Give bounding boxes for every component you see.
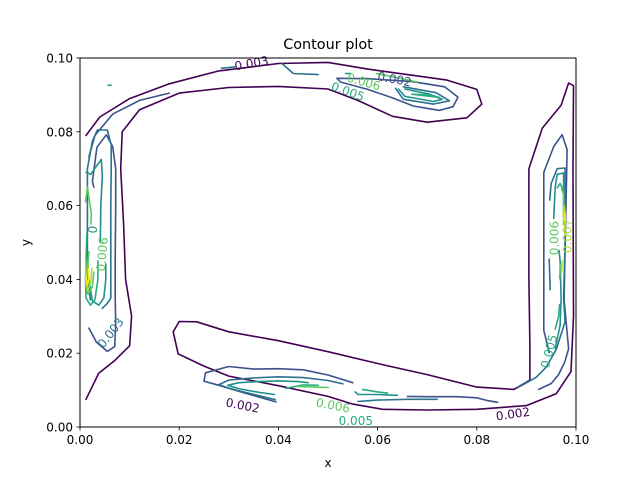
contour-line-level-4-path-6 xyxy=(285,384,319,390)
contour-line-level-1-path-6 xyxy=(543,134,563,354)
contour-line-level-1-path-2 xyxy=(336,77,459,112)
contour-line-level-1-path-4 xyxy=(406,395,499,404)
contour-line-level-5-path-5 xyxy=(297,385,330,389)
contour-line-level-5-path-0 xyxy=(84,186,93,225)
contour-line-level-4-path-2 xyxy=(411,93,441,99)
contour-line-level-3-path-6 xyxy=(354,391,399,397)
contour-line-level-2-path-6 xyxy=(548,258,551,291)
contour-label-4: 0 xyxy=(86,225,101,234)
contour-line-level-0-path-1 xyxy=(172,82,575,411)
contour-line-level-3-path-5 xyxy=(552,172,565,220)
plot-frame xyxy=(79,57,577,428)
chart-title: Contour plot xyxy=(283,37,373,53)
x-axis-label: x xyxy=(324,456,331,470)
x-tick-label: 0.04 xyxy=(265,433,292,447)
contour-label-7: 0.006 xyxy=(548,221,562,255)
contour-line-level-3-path-3 xyxy=(397,88,443,103)
contour-line-level-2-path-7 xyxy=(357,398,438,403)
contour-label-10: 0.002 xyxy=(225,395,261,415)
contour-label-13: 0.002 xyxy=(495,405,531,424)
contour-line-level-2-path-4 xyxy=(394,86,451,105)
contour-line-level-7-path-1 xyxy=(562,212,566,223)
contour-line-level-5-path-2 xyxy=(375,72,419,83)
contour-line-level-1-path-1 xyxy=(88,134,117,353)
x-axis: 0.00 0.02 0.04 0.06 0.08 0.10 xyxy=(67,427,590,447)
y-tick-label: 0.04 xyxy=(46,273,73,287)
contour-line-level-1-path-3 xyxy=(538,134,570,391)
y-axis: 0.00 0.02 0.04 0.06 0.08 0.10 xyxy=(46,52,80,435)
contour-line-level-6-path-1 xyxy=(562,204,566,236)
y-tick-label: 0.06 xyxy=(46,199,73,213)
contour-label-5: 0.006 xyxy=(94,237,111,272)
contour-label-12: 0.005 xyxy=(339,414,373,428)
x-tick-label: 0.08 xyxy=(463,433,490,447)
contour-line-level-4-path-4 xyxy=(554,303,561,330)
contour-line-level-3-path-7 xyxy=(227,380,309,396)
x-tick-label: 0.02 xyxy=(166,433,193,447)
x-tick-label: 0.00 xyxy=(67,433,94,447)
y-tick-label: 0.00 xyxy=(46,421,73,435)
x-tick-label: 0.10 xyxy=(563,433,590,447)
y-tick-label: 0.10 xyxy=(46,52,73,66)
contour-label-11: 0.006 xyxy=(315,395,351,415)
contour-line-level-6-path-2 xyxy=(560,260,563,273)
contour-line-level-2-path-3 xyxy=(281,63,319,76)
contour-line-level-5-path-4 xyxy=(558,263,561,280)
contour-label-0: 0.003 xyxy=(233,54,269,74)
y-tick-label: 0.02 xyxy=(46,347,73,361)
contour-line-level-2-path-2 xyxy=(220,66,236,70)
contour-line-level-3-path-0 xyxy=(85,158,104,244)
contour-line-level-0-path-0 xyxy=(85,61,483,401)
x-tick-label: 0.06 xyxy=(364,433,391,447)
contour-line-level-2-path-0 xyxy=(91,129,112,309)
y-tick-label: 0.08 xyxy=(46,125,73,139)
contour-line-level-4-path-5 xyxy=(361,388,389,394)
contour-lines xyxy=(84,61,575,411)
contour-line-level-7-path-0 xyxy=(85,267,90,286)
contour-label-1: 0.002 xyxy=(376,69,412,89)
contour-line-level-2-path-8 xyxy=(218,376,344,401)
contour-label-8: 0.007 xyxy=(561,219,575,253)
y-axis-label: y xyxy=(19,239,33,246)
contour-line-level-2-path-5 xyxy=(517,167,566,389)
contour-line-level-3-path-4 xyxy=(554,249,562,350)
